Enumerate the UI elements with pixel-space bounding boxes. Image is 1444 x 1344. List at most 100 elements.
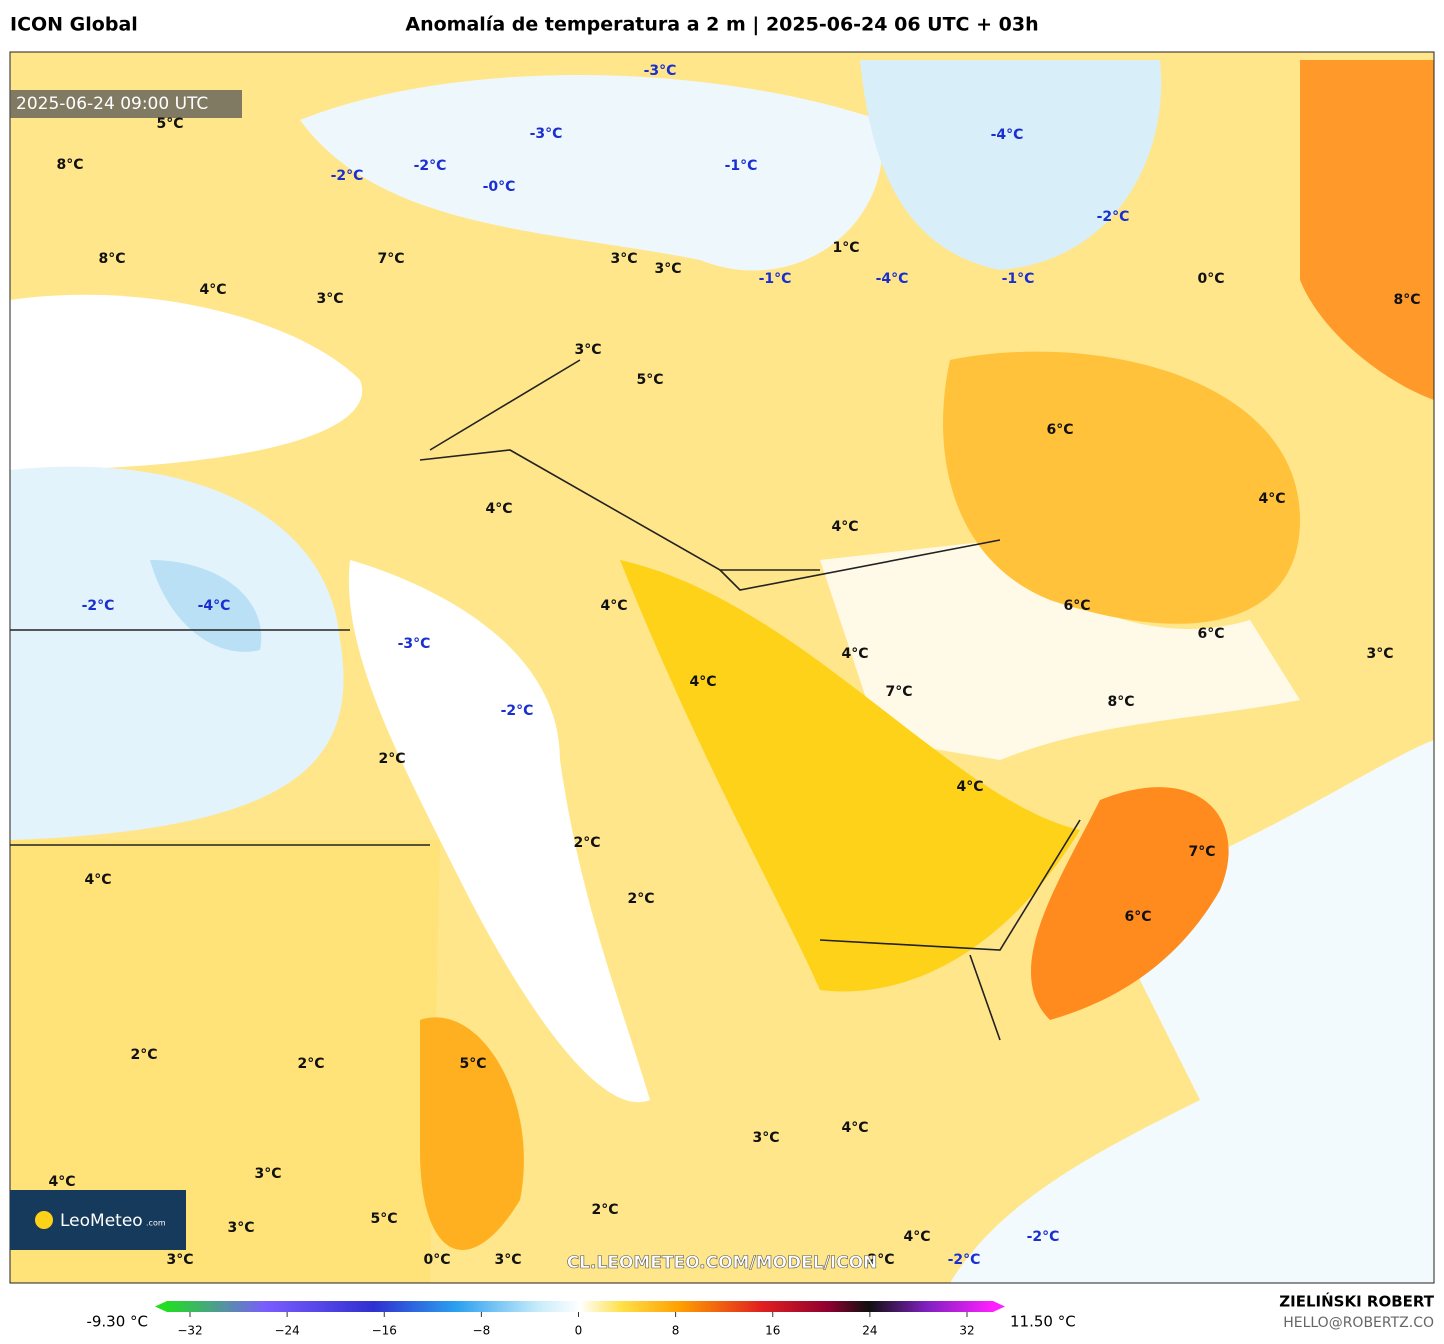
temperature-label: 3°C [166,1252,193,1268]
temperature-label: 3°C [610,251,637,267]
temperature-label: 3°C [227,1220,254,1236]
colorbar-tick-label: −24 [274,1324,299,1338]
colorbar-tick-label: 0 [575,1324,583,1338]
colorbar-tick-label: 32 [959,1324,974,1338]
temperature-label: -1°C [759,271,792,287]
colorbar-max: 11.50 °C [1010,1313,1076,1331]
temperature-label: -2°C [1027,1229,1060,1245]
labels: 5°C 8°C -2°C -2°C -0°C -3°C -3°C -1°C 1°C -1°C -4°… [48,63,1420,1268]
temperature-label: 4°C [841,646,868,662]
temperature-label: 8°C [1107,694,1134,710]
temperature-label: -1°C [1002,271,1035,287]
watermark: CL.LEOMETEO.COM/MODEL/ICON [567,1253,878,1273]
logo-suffix: .com [146,1219,166,1228]
colorbar-ticks: −32 −24 −16 −8 0 8 16 24 32 [177,1312,975,1338]
temperature-label: 6°C [1124,909,1151,925]
temperature-label: 3°C [654,261,681,277]
colorbar-tick-label: −32 [177,1324,202,1338]
temperature-label: 1°C [832,240,859,256]
region [10,840,440,1283]
temperature-label: -2°C [82,598,115,614]
map [10,52,1434,1283]
logo-sun [35,1211,53,1229]
temperature-label: 2°C [378,751,405,767]
temperature-label: 6°C [1046,422,1073,438]
temperature-label: 3°C [752,1130,779,1146]
temperature-label: 2°C [627,891,654,907]
region [300,75,883,271]
temperature-label: 4°C [831,519,858,535]
colorbar-tick-label: −8 [473,1324,491,1338]
region [150,560,262,652]
temperature-label: 4°C [48,1174,75,1190]
temperature-label: 4°C [600,598,627,614]
colorbar-tick-label: 24 [862,1324,877,1338]
temperature-label: 7°C [1188,844,1215,860]
author-name: ZIELIŃSKI ROBERT [1279,1292,1434,1311]
region [10,294,363,470]
temperature-label: -2°C [414,158,447,174]
temperature-label: 5°C [459,1056,486,1072]
temperature-label: -4°C [198,598,231,614]
temperature-label: 4°C [485,501,512,517]
temperature-label: -4°C [991,127,1024,143]
temperature-label: 4°C [84,872,111,888]
temperature-label: 2°C [573,835,600,851]
temperature-label: -0°C [483,179,516,195]
temperature-label: 4°C [903,1229,930,1245]
map-frame [9,51,1435,1284]
temperature-label: 5°C [636,372,663,388]
temperature-label: 6°C [1063,598,1090,614]
region [1030,787,1229,1020]
colorbar-tick-label: 16 [765,1324,780,1338]
temperature-label: -3°C [530,126,563,142]
temperature-label: 8°C [56,157,83,173]
temperature-label: 8°C [98,251,125,267]
temperature-label: 3°C [1366,646,1393,662]
region [620,560,1080,992]
temperature-label: -1°C [725,158,758,174]
logo-name: LeoMeteo [60,1211,143,1231]
colorbar-arrow [993,1301,1005,1312]
region [420,1017,524,1250]
time-box [10,90,242,118]
temperature-label: 0°C [423,1252,450,1268]
temperature-label: 3°C [574,342,601,358]
temperature-label: 7°C [885,684,912,700]
temperature-label: 6°C [1197,626,1224,642]
temperature-label: -2°C [948,1252,981,1268]
temperature-label: 4°C [956,779,983,795]
region [950,740,1434,1283]
temperature-label: 4°C [199,282,226,298]
temperature-label: 0°C [1197,271,1224,287]
gulf [820,540,1300,760]
temperature-label: 3°C [316,291,343,307]
temperature-label: -4°C [876,271,909,287]
temperature-label: 2°C [297,1056,324,1072]
region [860,60,1162,270]
model-name: ICON Global [10,14,138,36]
temperature-label: -3°C [644,63,677,79]
author-email: HELLO@ROBERTZ.CO [1283,1315,1434,1331]
colorbar-arrow [155,1301,167,1312]
temperature-label: 2°C [867,1252,894,1268]
temperature-label: -2°C [501,703,534,719]
colorbar-min: -9.30 °C [86,1313,148,1331]
valid-time: 2025-06-24 09:00 UTC [16,94,208,114]
temperature-label: 8°C [1393,292,1420,308]
temperature-label: 4°C [1258,491,1285,507]
temperature-label: -2°C [331,168,364,184]
temperature-label: 4°C [689,674,716,690]
temperature-label: 3°C [254,1166,281,1182]
temperature-label: 2°C [130,1047,157,1063]
temperature-label: 7°C [377,251,404,267]
map-title: Anomalía de temperatura a 2 m | 2025-06-… [405,14,1038,36]
region [1300,60,1434,400]
region [10,466,344,840]
region [943,351,1300,624]
temperature-label: 2°C [591,1202,618,1218]
region [348,560,650,1103]
temperature-label: -3°C [398,636,431,652]
colorbar [167,1301,993,1312]
